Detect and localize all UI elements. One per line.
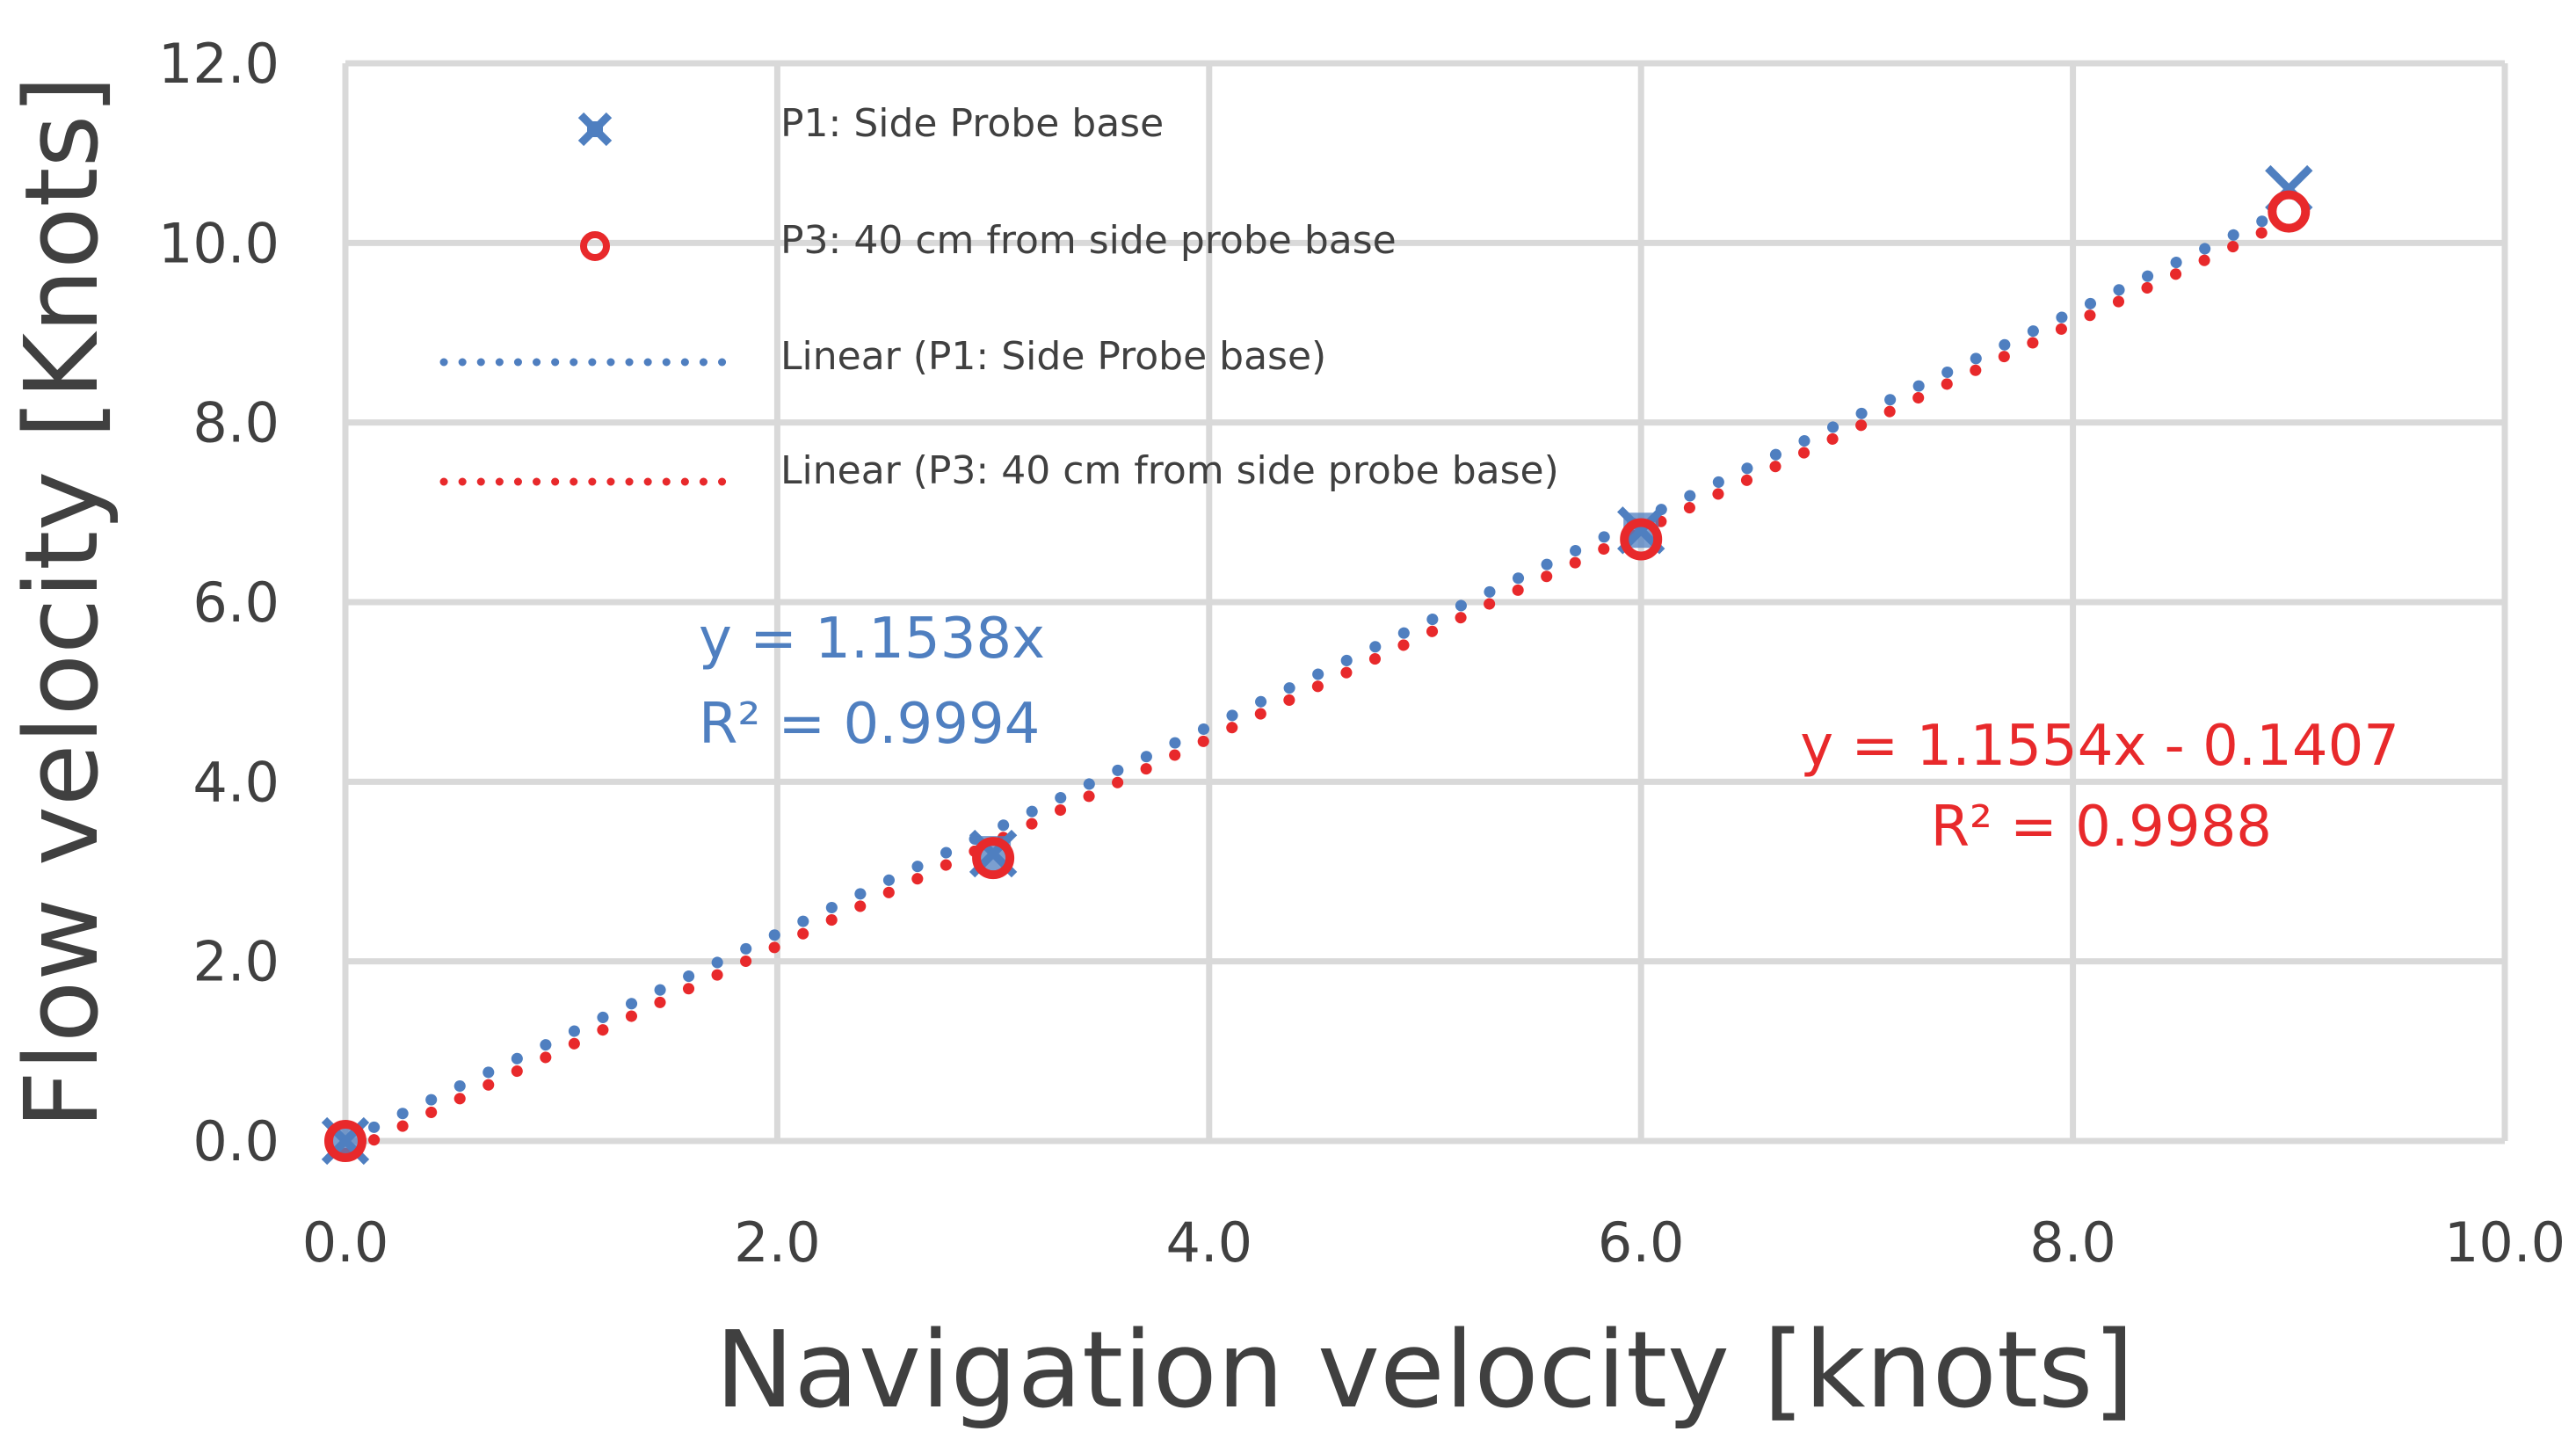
y-tick-label: 8.0 — [192, 391, 279, 455]
x-tick-label: 4.0 — [1165, 1210, 1252, 1275]
data-markers — [321, 164, 2313, 1166]
y-tick-label: 0.0 — [192, 1109, 279, 1174]
trend-p3-r2: R² = 0.9988 — [1931, 795, 2272, 860]
trendline-p1 — [339, 202, 2295, 1147]
legend-label-trend-p1: Linear (P1: Side Probe base) — [780, 334, 1326, 379]
x-tick-label: 8.0 — [2029, 1210, 2116, 1275]
x-tick-label: 10.0 — [2444, 1210, 2565, 1275]
legend-label-p3: P3: 40 cm from side probe base — [780, 218, 1397, 263]
y-tick-label: 6.0 — [192, 570, 279, 635]
p3-point — [1620, 518, 1663, 561]
p3-point — [324, 1120, 366, 1162]
x-tick-label: 0.0 — [302, 1210, 389, 1275]
legend-marker-p3 — [580, 231, 610, 261]
y-tick-label: 4.0 — [192, 750, 279, 814]
trend-p1-r2: R² = 0.9994 — [699, 692, 1040, 757]
trend-p1-equation: y = 1.1538x — [699, 607, 1045, 672]
legend: P1: Side Probe base P3: 40 cm from side … — [439, 101, 1559, 493]
legend-label-trend-p3: Linear (P3: 40 cm from side probe base) — [780, 448, 1559, 493]
x-axis-title: Navigation velocity [knots] — [715, 1310, 2135, 1432]
trendlines — [339, 202, 2295, 1159]
tick-labels: 0.0 2.0 4.0 6.0 8.0 10.0 0.0 2.0 4.0 6.0 8.0 10.0 12… — [158, 32, 2565, 1275]
y-tick-label: 12.0 — [158, 32, 279, 96]
legend-marker-p1 — [577, 112, 613, 147]
y-tick-label: 2.0 — [192, 930, 279, 994]
p3-point — [972, 837, 1015, 880]
y-axis-title: Flow velocity [Knots] — [4, 76, 121, 1129]
grid-lines — [342, 60, 2508, 1144]
x-tick-label: 2.0 — [734, 1210, 821, 1275]
y-tick-label: 10.0 — [158, 211, 279, 275]
p3-point — [2268, 190, 2311, 233]
trend-p3-equation: y = 1.1554x - 0.1407 — [1800, 714, 2399, 779]
legend-label-p1: P1: Side Probe base — [780, 101, 1164, 146]
x-tick-label: 6.0 — [1598, 1210, 1685, 1275]
trendline-p3 — [339, 214, 2295, 1159]
